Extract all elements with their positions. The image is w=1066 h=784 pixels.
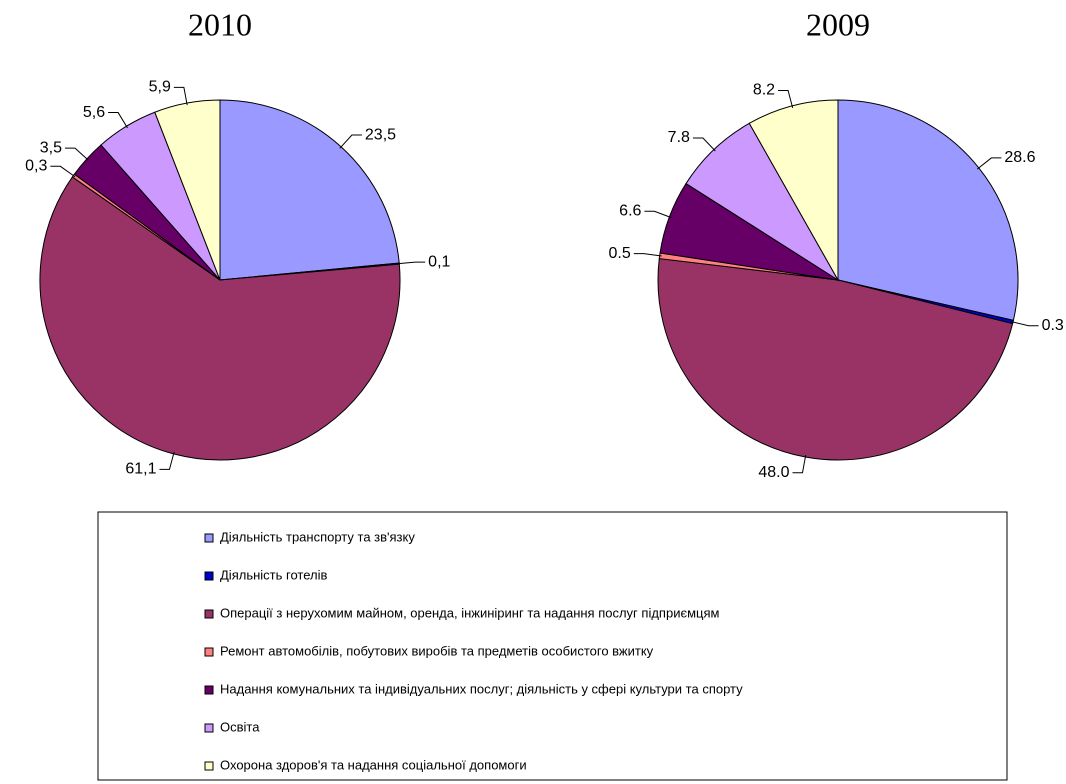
leader-line <box>339 134 362 149</box>
legend-label: Діяльність готелів <box>220 567 327 582</box>
data-label: 48.0 <box>758 464 789 481</box>
legend-label: Операції з нерухомим майном, оренда, інж… <box>220 605 720 620</box>
legend-label: Діяльність транспорту та зв'язку <box>220 529 415 544</box>
leader-line <box>108 112 128 129</box>
legend-label: Охорона здоров'я та надання соціальної д… <box>220 757 527 772</box>
leader-line <box>633 253 662 257</box>
data-label: 28.6 <box>1004 149 1035 166</box>
legend-label: Ремонт автомобілів, побутових виробів та… <box>220 643 654 658</box>
leader-line <box>644 210 672 219</box>
leader-line <box>1010 321 1039 327</box>
leader-line <box>50 165 76 178</box>
legend-swatch <box>204 685 214 695</box>
legend-label: Надання комунальних та індивідуальних по… <box>220 681 743 696</box>
data-label: 6.6 <box>619 203 641 220</box>
data-label: 8.2 <box>753 82 775 99</box>
legend-swatch <box>204 609 214 619</box>
leader-line <box>792 454 807 474</box>
data-label: 23,5 <box>365 126 396 143</box>
leader-line <box>397 261 426 265</box>
legend-label: Освіта <box>220 719 260 734</box>
legend-swatch <box>204 647 214 657</box>
legend-swatch <box>204 761 214 771</box>
leader-line <box>173 86 188 106</box>
data-label: 5,9 <box>149 79 171 96</box>
leader-line <box>159 451 175 470</box>
data-label: 0,1 <box>428 253 450 270</box>
chart-title: 2009 <box>806 6 870 42</box>
data-label: 3,5 <box>40 139 62 156</box>
legend-box <box>97 511 1008 781</box>
leader-line <box>778 89 794 109</box>
legend-swatch <box>204 723 214 733</box>
data-label: 7.8 <box>668 129 690 146</box>
data-label: 5,6 <box>83 104 105 121</box>
legend-swatch <box>204 533 214 543</box>
chart-title: 2010 <box>188 6 252 42</box>
leader-line <box>976 157 1002 170</box>
data-label: 0.3 <box>1042 317 1064 334</box>
leader-line <box>65 147 89 161</box>
data-label: 0,3 <box>25 158 47 175</box>
legend-swatch <box>204 571 214 581</box>
data-label: 61,1 <box>125 461 156 478</box>
leader-line <box>692 137 716 152</box>
data-label: 0.5 <box>609 245 631 262</box>
